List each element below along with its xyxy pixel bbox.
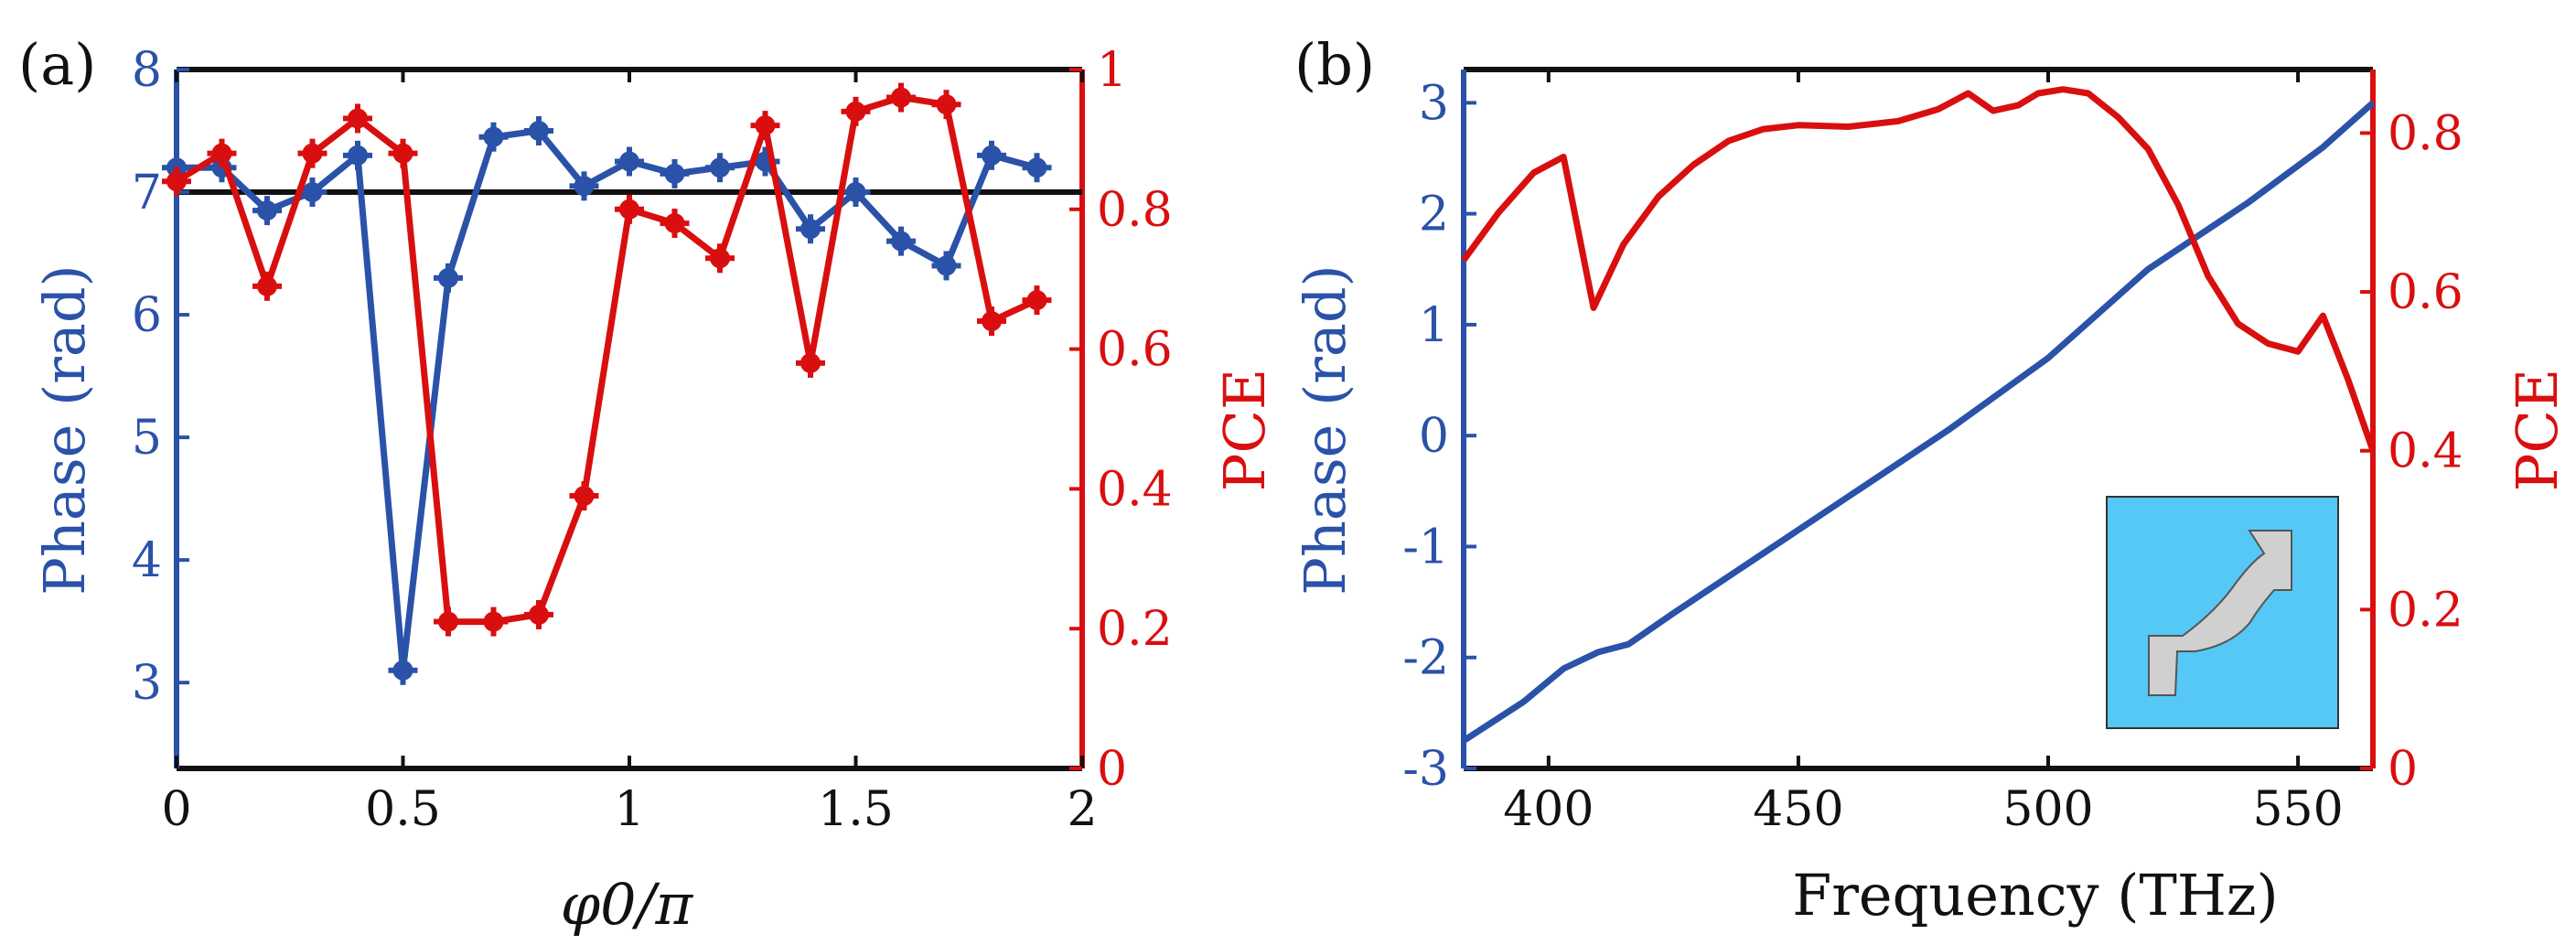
data-point-phase (705, 153, 735, 183)
left-tick-label: -2 (1402, 631, 1449, 686)
left-tick-label: 6 (132, 288, 162, 343)
right-tick-label: 1 (1097, 43, 1127, 98)
series-line-phase (1462, 100, 2376, 744)
left-tick-label: 4 (132, 533, 162, 588)
data-point-phase (796, 214, 825, 244)
data-point-phase (1022, 153, 1052, 183)
right-tick-label: 0.8 (1097, 183, 1173, 238)
data-point-phase (660, 158, 690, 188)
data-point-pce (524, 599, 553, 629)
left-tick-label: 2 (1419, 188, 1449, 242)
data-point-phase (841, 177, 871, 208)
x-tick-label: 1.5 (818, 782, 894, 837)
x-tick-label: 2 (1067, 782, 1097, 837)
data-point-pce (252, 271, 282, 301)
x-tick-label: 0.5 (365, 782, 441, 837)
data-point-pce (841, 96, 871, 126)
x-tick-label: 500 (2002, 782, 2093, 837)
data-point-phase (886, 226, 916, 256)
data-point-pce (931, 90, 961, 120)
right-tick-label: 0.2 (1097, 602, 1173, 657)
data-point-pce (434, 607, 463, 637)
x-tick-label: 550 (2252, 782, 2343, 837)
data-point-pce (207, 138, 237, 168)
panel-a-right-axis-label: PCE (1211, 369, 1278, 491)
right-tick-label: 0.2 (2388, 583, 2463, 638)
data-point-phase (931, 251, 961, 281)
data-point-phase (297, 177, 327, 208)
data-point-pce (796, 348, 825, 378)
data-point-phase (343, 140, 372, 170)
panel-a-plot-area: 0 0.5 1 1.5 2 3 4 5 6 7 8 0 0.2 0.4 0.6 0.8 1 (132, 43, 1173, 837)
data-point-phase (434, 263, 463, 293)
left-tick-label: -1 (1402, 520, 1449, 575)
panel-a-left-axis-label: Phase (rad) (31, 264, 98, 596)
data-point-pce (1022, 285, 1052, 316)
panel-b-label: (b) (1294, 31, 1375, 98)
series-line-phase (177, 127, 1038, 674)
data-point-pce (886, 82, 916, 113)
series-line-pce (1461, 86, 2377, 452)
right-tick-label: 0.4 (1097, 462, 1173, 517)
data-point-pce (750, 111, 780, 141)
left-tick-label: 3 (132, 656, 162, 711)
right-tick-label: 0.6 (2388, 265, 2463, 320)
inset-meta-atom-shape (2148, 530, 2292, 696)
unit-cell-inset (2106, 496, 2339, 729)
right-tick-label: 0 (2388, 742, 2418, 797)
left-tick-label: 0 (1419, 409, 1449, 464)
data-point-pce (569, 481, 599, 511)
left-tick-label: 8 (132, 43, 162, 98)
data-point-pce (388, 138, 418, 168)
data-point-pce (615, 194, 644, 224)
right-tick-label: 0 (1097, 742, 1127, 797)
data-point-phase (388, 655, 418, 685)
panel-a: (a) 0 0.5 1 1.5 2 3 4 5 6 7 8 0 0.2 0.4 0.6 0.8 1 Phase … (18, 31, 1278, 938)
right-tick-label: 0.4 (2388, 424, 2463, 479)
panel-b-plot-area: 400 450 500 550 -3 -2 -1 0 1 2 3 0 0.2 0.4 0.6 0.8 (1402, 67, 2463, 837)
left-tick-label: -3 (1402, 742, 1449, 797)
x-tick-label: 450 (1753, 782, 1843, 837)
panel-b-right-axis-label: PCE (2504, 369, 2571, 491)
x-tick-label: 0 (161, 782, 191, 837)
panel-a-x-axis-label: φ0/π (561, 871, 694, 938)
right-tick-label: 0.8 (2388, 106, 2463, 161)
data-point-phase (524, 116, 553, 146)
data-point-phase (977, 140, 1006, 170)
left-tick-label: 3 (1419, 76, 1449, 131)
left-tick-label: 5 (132, 411, 162, 466)
x-tick-label: 400 (1503, 782, 1594, 837)
left-tick-label: 1 (1419, 298, 1449, 353)
data-point-phase (615, 146, 644, 177)
left-tick-label: 7 (132, 166, 162, 220)
data-point-pce (478, 607, 509, 637)
data-point-pce (660, 209, 690, 239)
right-tick-label: 0.6 (1097, 323, 1173, 378)
panel-a-label: (a) (18, 31, 96, 98)
data-point-phase (478, 122, 509, 152)
data-point-phase (569, 171, 599, 201)
data-point-pce (705, 243, 735, 274)
data-point-pce (343, 103, 372, 134)
x-tick-label: 1 (614, 782, 644, 837)
data-point-pce (297, 138, 327, 168)
data-point-phase (252, 196, 282, 226)
data-point-pce (162, 166, 191, 197)
data-point-pce (977, 306, 1006, 337)
panel-b-x-axis-label: Frequency (THz) (1792, 862, 2279, 929)
panel-b-left-axis-label: Phase (rad) (1292, 264, 1358, 596)
panel-b: (b) 400 450 500 550-3-2-1012300.20.40.60.8 … (1292, 31, 2571, 929)
